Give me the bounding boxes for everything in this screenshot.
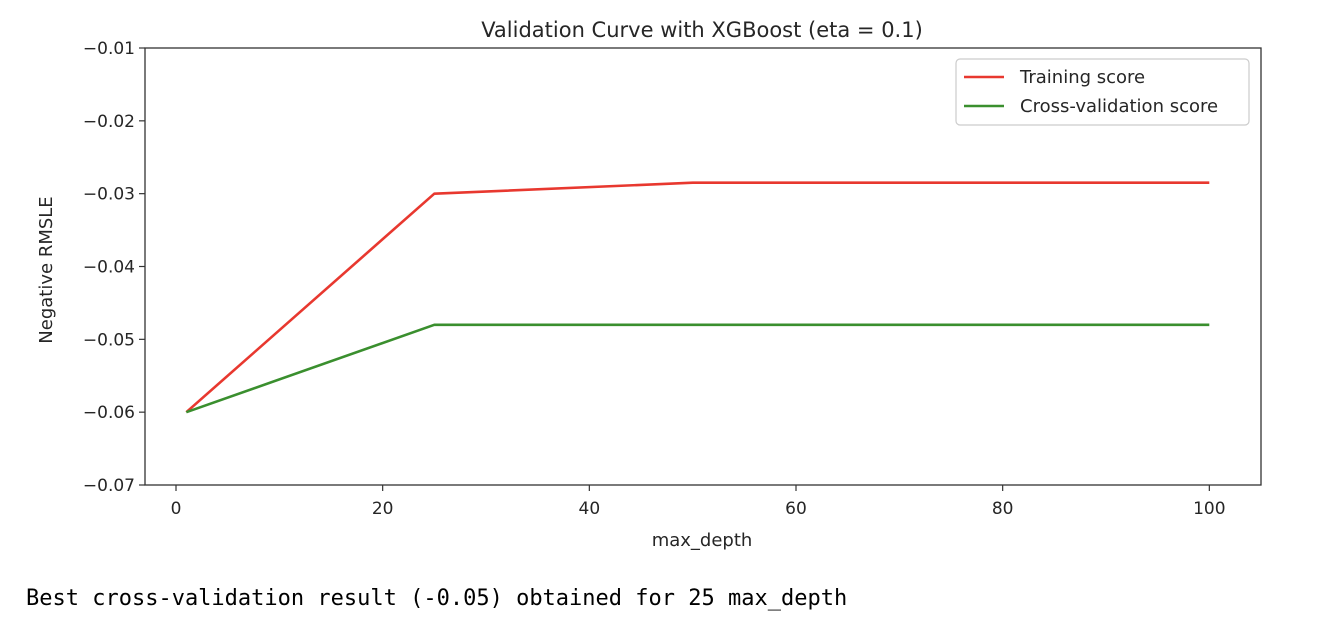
x-axis-label: max_depth [652,530,753,551]
y-tick-label: −0.05 [83,330,135,350]
legend: Training score Cross-validation score [955,58,1250,126]
y-tick-label: −0.06 [83,403,135,423]
x-tick-label: 0 [171,499,182,519]
series-line-cross-validation-score [185,323,1210,414]
validation-curve-chart: Validation Curve with XGBoost (eta = 0.1… [36,18,1262,551]
legend-label: Cross-validation score [1020,96,1218,117]
best-result-output: Best cross-validation result (-0.05) obt… [26,586,848,611]
y-tick-label: −0.02 [83,112,135,132]
chart-title: Validation Curve with XGBoost (eta = 0.1… [481,18,923,42]
y-axis-label: Negative RMSLE [36,196,57,343]
series-line-training-score [185,181,1210,414]
y-tick-label: −0.01 [83,39,135,59]
x-tick-label: 80 [992,499,1014,519]
y-tick-label: −0.07 [83,476,135,496]
plot-area [185,181,1210,414]
y-tick-label: −0.03 [83,185,135,205]
x-tick-label: 100 [1193,499,1225,519]
x-tick-label: 40 [579,499,601,519]
legend-label: Training score [1019,67,1145,88]
y-tick-label: −0.04 [83,258,135,278]
x-tick-label: 20 [372,499,394,519]
x-tick-label: 60 [785,499,807,519]
legend-frame [955,58,1250,126]
